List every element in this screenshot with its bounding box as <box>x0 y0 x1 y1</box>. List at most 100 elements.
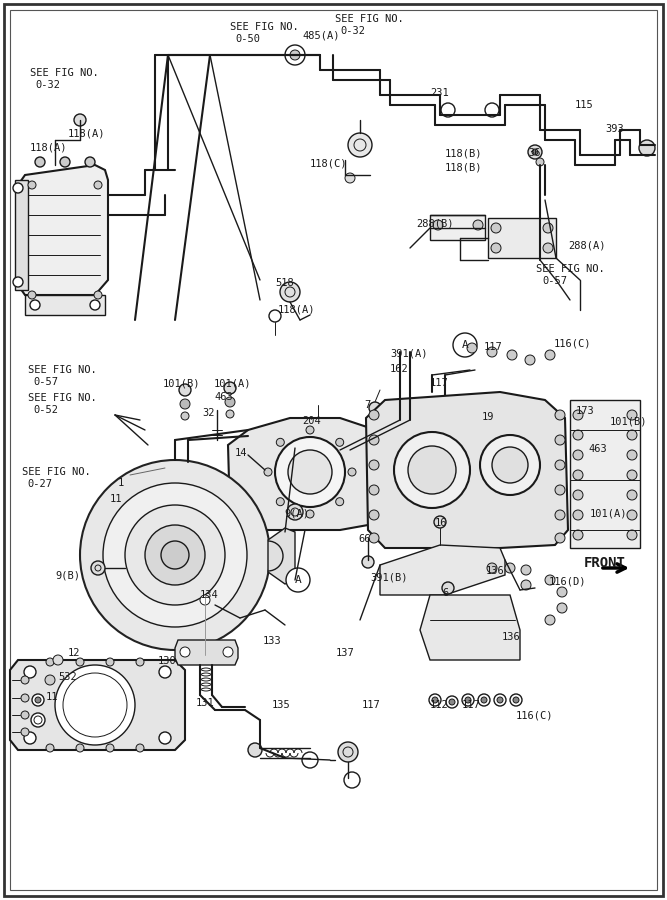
Circle shape <box>290 50 300 60</box>
Circle shape <box>555 460 565 470</box>
Circle shape <box>179 384 191 396</box>
Circle shape <box>336 498 344 506</box>
Circle shape <box>145 525 205 585</box>
Circle shape <box>53 655 63 665</box>
Circle shape <box>226 410 234 418</box>
Circle shape <box>555 485 565 495</box>
Circle shape <box>252 456 264 468</box>
Circle shape <box>90 300 100 310</box>
Circle shape <box>106 658 114 666</box>
Text: SEE FIG NO.: SEE FIG NO. <box>230 22 299 32</box>
Polygon shape <box>268 528 295 584</box>
Circle shape <box>24 732 36 744</box>
Text: 11: 11 <box>110 494 123 504</box>
Circle shape <box>481 697 487 703</box>
Circle shape <box>76 658 84 666</box>
Circle shape <box>21 728 29 736</box>
Circle shape <box>80 460 270 650</box>
Circle shape <box>275 437 345 507</box>
Circle shape <box>536 158 544 166</box>
Circle shape <box>248 743 262 757</box>
Circle shape <box>94 291 102 299</box>
Text: 135: 135 <box>272 700 291 710</box>
Circle shape <box>369 435 379 445</box>
Text: 0-57: 0-57 <box>542 276 567 286</box>
Circle shape <box>433 220 443 230</box>
Circle shape <box>103 483 247 627</box>
Text: 14: 14 <box>235 448 247 458</box>
Circle shape <box>280 282 300 302</box>
Text: 288(A): 288(A) <box>568 240 606 250</box>
Circle shape <box>285 45 305 65</box>
Circle shape <box>507 350 517 360</box>
Circle shape <box>276 498 284 506</box>
Circle shape <box>46 658 54 666</box>
Circle shape <box>369 410 379 420</box>
Circle shape <box>505 563 515 573</box>
Text: 19: 19 <box>482 412 494 422</box>
Text: SEE FIG NO.: SEE FIG NO. <box>335 14 404 24</box>
Circle shape <box>555 435 565 445</box>
Circle shape <box>286 568 310 592</box>
Circle shape <box>264 468 272 476</box>
Circle shape <box>478 694 490 706</box>
Text: 117: 117 <box>430 378 449 388</box>
Text: 0-52: 0-52 <box>33 405 58 415</box>
Circle shape <box>21 676 29 684</box>
Circle shape <box>225 397 235 407</box>
Text: 6: 6 <box>442 588 448 598</box>
Circle shape <box>510 694 522 706</box>
Text: 0-32: 0-32 <box>340 26 365 36</box>
Circle shape <box>543 243 553 253</box>
Circle shape <box>441 103 455 117</box>
Text: 118(B): 118(B) <box>445 162 482 172</box>
Circle shape <box>528 145 542 159</box>
Circle shape <box>348 468 356 476</box>
Circle shape <box>394 432 470 508</box>
Text: 9(A): 9(A) <box>284 508 309 518</box>
Circle shape <box>288 450 332 494</box>
Text: 117: 117 <box>484 342 503 352</box>
Polygon shape <box>10 660 185 750</box>
Circle shape <box>491 223 501 233</box>
Circle shape <box>557 587 567 597</box>
Circle shape <box>269 310 281 322</box>
Circle shape <box>344 772 360 788</box>
Circle shape <box>60 157 70 167</box>
Text: 115: 115 <box>575 100 594 110</box>
Circle shape <box>306 510 314 518</box>
Circle shape <box>573 410 583 420</box>
Circle shape <box>408 446 456 494</box>
Circle shape <box>555 410 565 420</box>
Circle shape <box>336 438 344 446</box>
Circle shape <box>362 556 374 568</box>
Circle shape <box>223 647 233 657</box>
Text: 0-50: 0-50 <box>235 34 260 44</box>
Text: A: A <box>295 575 301 585</box>
Circle shape <box>181 412 189 420</box>
Circle shape <box>627 510 637 520</box>
Polygon shape <box>18 165 108 295</box>
Circle shape <box>369 402 381 414</box>
Circle shape <box>545 615 555 625</box>
Text: 532: 532 <box>58 672 77 682</box>
Circle shape <box>485 103 499 117</box>
Circle shape <box>91 561 105 575</box>
Circle shape <box>21 711 29 719</box>
Text: 118(A): 118(A) <box>278 304 315 314</box>
Circle shape <box>306 426 314 434</box>
Circle shape <box>136 744 144 752</box>
Circle shape <box>497 697 503 703</box>
Circle shape <box>30 300 40 310</box>
Circle shape <box>573 470 583 480</box>
Circle shape <box>627 470 637 480</box>
Circle shape <box>369 485 379 495</box>
Text: SEE FIG NO.: SEE FIG NO. <box>28 393 97 403</box>
Circle shape <box>543 223 553 233</box>
Circle shape <box>513 697 519 703</box>
Circle shape <box>429 694 441 706</box>
Text: 36: 36 <box>528 148 540 158</box>
Text: 7: 7 <box>364 400 370 410</box>
Circle shape <box>491 243 501 253</box>
Text: 136: 136 <box>486 566 505 576</box>
